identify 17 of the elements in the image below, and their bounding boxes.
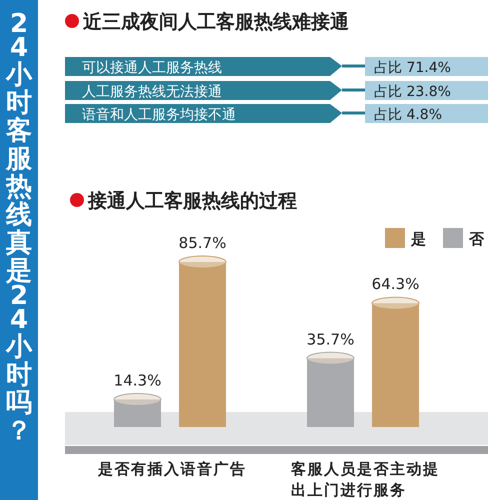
category-label: 语音和人工服务均接不通	[82, 107, 236, 123]
chart-title: 接通人工客服热线的过程	[87, 190, 297, 212]
chart-title: 24小时客服热线真是24小时吗？	[6, 9, 32, 446]
legend-label: 是	[410, 230, 426, 248]
legend-label: 否	[468, 230, 485, 248]
text: 占比 71.4%	[374, 60, 451, 76]
data-label: 85.7%	[178, 234, 226, 252]
text: 占比 23.8%	[374, 84, 451, 100]
data-label: 64.3%	[372, 275, 420, 294]
text: 占比 4.8%	[374, 107, 442, 123]
x-tick-label: 是否有插入语音广告	[97, 460, 246, 478]
data-label: 14.3%	[114, 371, 162, 390]
data-label: 35.7%	[306, 330, 354, 348]
category-label: 可以接通人工服务热线	[82, 60, 222, 76]
text: 近三成夜间人工客服热线难接通	[82, 11, 349, 33]
category-label: 人工服务热线无法接通	[82, 84, 222, 100]
x-tick-label: 客服人员是否主动提出上门进行服务	[290, 460, 440, 499]
